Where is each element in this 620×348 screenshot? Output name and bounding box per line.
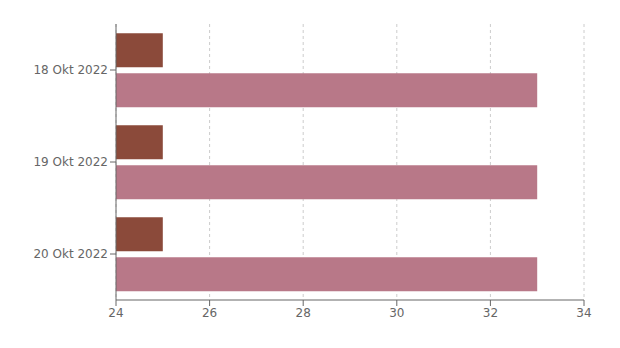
svg-text:26: 26 <box>202 306 217 320</box>
svg-text:30: 30 <box>389 306 404 320</box>
svg-text:19 Okt 2022: 19 Okt 2022 <box>33 155 108 169</box>
svg-text:18 Okt 2022: 18 Okt 2022 <box>33 63 108 77</box>
svg-text:24: 24 <box>108 306 123 320</box>
svg-text:34: 34 <box>576 306 591 320</box>
svg-text:20 Okt 2022: 20 Okt 2022 <box>33 247 108 261</box>
svg-text:28: 28 <box>296 306 311 320</box>
svg-text:32: 32 <box>483 306 498 320</box>
